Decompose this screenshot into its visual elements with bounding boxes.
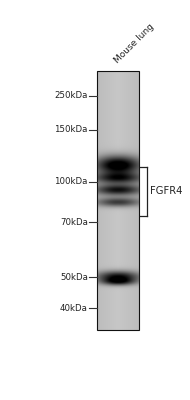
- Text: 40kDa: 40kDa: [60, 304, 88, 313]
- Text: 100kDa: 100kDa: [54, 178, 88, 186]
- Text: Mouse lung: Mouse lung: [113, 22, 156, 65]
- Bar: [97, 71, 139, 330]
- Text: 70kDa: 70kDa: [60, 218, 88, 226]
- Text: FGFR4: FGFR4: [150, 186, 183, 196]
- Text: 250kDa: 250kDa: [54, 91, 88, 100]
- Text: 50kDa: 50kDa: [60, 273, 88, 282]
- Text: 150kDa: 150kDa: [54, 125, 88, 134]
